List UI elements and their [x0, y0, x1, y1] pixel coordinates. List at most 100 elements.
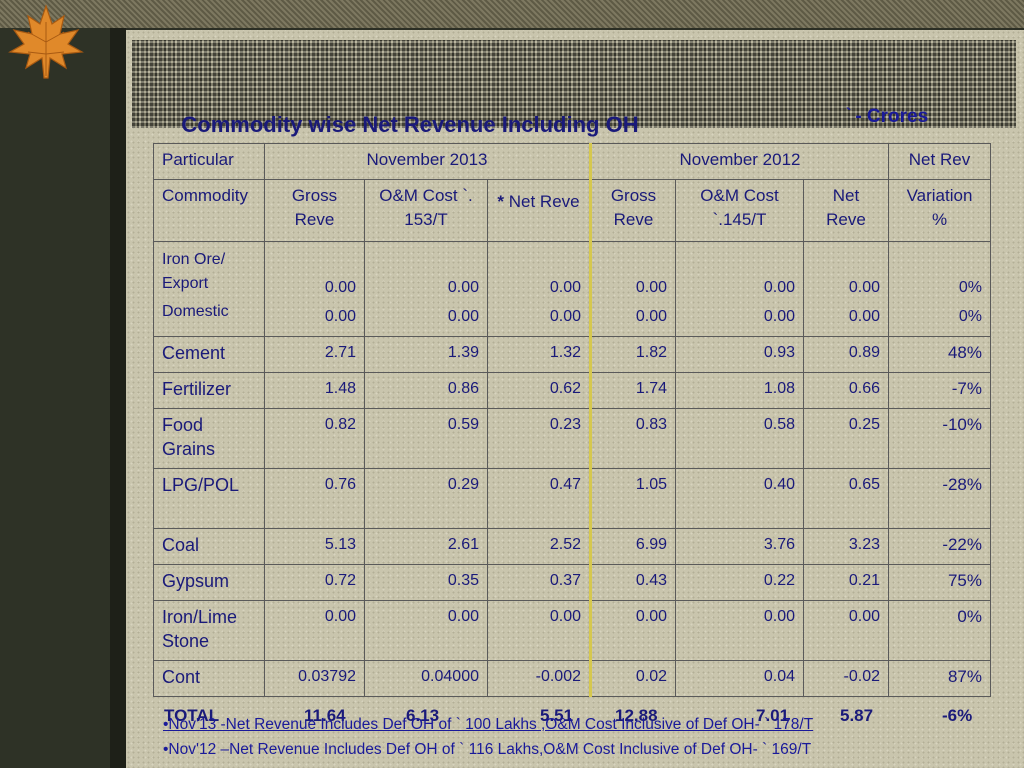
cell-net13: 0.62: [487, 372, 591, 409]
cell-om12: 0.00: [675, 600, 804, 661]
table-row-iron-ore: Iron Ore/ Export Domestic 0.00 0.00 0.00 0…: [153, 241, 991, 337]
cell-gross13: 5.13: [264, 528, 365, 565]
cell-om12: 0.58: [675, 408, 804, 469]
header-row-2: Commodity Gross Reve O&M Cost `. 153/T *…: [153, 179, 991, 242]
header-net-2013: * Net Reve: [487, 179, 591, 242]
table-row: LPG/POL 0.76 0.29 0.47 1.05 0.40 0.65 -2…: [153, 468, 991, 529]
row-label: Cont: [153, 660, 265, 697]
cell-gross12: 1.05: [589, 468, 676, 529]
cell-om13: 1.39: [364, 336, 488, 373]
table-row: Food Grains 0.82 0.59 0.23 0.83 0.58 0.2…: [153, 408, 991, 469]
cell-variation: -22%: [888, 528, 991, 565]
row-label: Cement: [153, 336, 265, 373]
rupee-symbol: `: [846, 106, 852, 123]
header-om-2012: O&M Cost `.145/T: [675, 179, 804, 242]
cell-net12: 0.65: [803, 468, 889, 529]
cell-gross13: 0.72: [264, 564, 365, 601]
row-label: Gypsum: [153, 564, 265, 601]
cell-om12: 0.04: [675, 660, 804, 697]
header-row-1: Particular November 2013 November 2012 N…: [153, 143, 991, 180]
header-commodity: Commodity: [153, 179, 265, 242]
cell-net13: 0.00: [487, 600, 591, 661]
cell-iron-variation: 0% 0%: [888, 241, 991, 337]
row-label: Food Grains: [153, 408, 265, 469]
cell-gross12: 0.43: [589, 564, 676, 601]
row-label: Iron/Lime Stone: [153, 600, 265, 661]
cell-gross12: 6.99: [589, 528, 676, 565]
header-net-2013-text: Net Reve: [504, 192, 580, 211]
row-label: Fertilizer: [153, 372, 265, 409]
total-net12: 5.87: [840, 706, 874, 725]
header-particular: Particular: [153, 143, 265, 180]
cell-net13: 1.32: [487, 336, 591, 373]
header-net-2012: Net Reve: [803, 179, 889, 242]
slide-title: Commodity wise Net Revenue Including OH: [181, 112, 639, 137]
revenue-table: Particular November 2013 November 2012 N…: [153, 143, 991, 697]
cell-iron-gross12: 0.00 0.00: [589, 241, 676, 337]
iron-ore-domestic-label: Domestic: [162, 303, 229, 320]
cell-om13: 0.59: [364, 408, 488, 469]
cell-iron-net12: 0.00 0.00: [803, 241, 889, 337]
cell-gross12: 0.83: [589, 408, 676, 469]
cell-om13: 0.04000: [364, 660, 488, 697]
cell-gross13: 0.76: [264, 468, 365, 529]
cell-gross13: 2.71: [264, 336, 365, 373]
footnote-nov12: •Nov'12 –Net Revenue Includes Def OH of …: [163, 741, 812, 758]
left-side-panel: [0, 28, 110, 768]
cell-om13: 2.61: [364, 528, 488, 565]
table-row: Coal 5.13 2.61 2.52 6.99 3.76 3.23 -22%: [153, 528, 991, 565]
table-row: Gypsum 0.72 0.35 0.37 0.43 0.22 0.21 75%: [153, 564, 991, 601]
maple-leaf-icon: [8, 4, 84, 79]
cell-net12: 0.89: [803, 336, 889, 373]
cell-iron-om13: 0.00 0.00: [364, 241, 488, 337]
cell-gross13: 0.03792: [264, 660, 365, 697]
row-label: Coal: [153, 528, 265, 565]
table-row: Iron/Lime Stone 0.00 0.00 0.00 0.00 0.00…: [153, 600, 991, 661]
cell-net13: -0.002: [487, 660, 591, 697]
cell-variation: 75%: [888, 564, 991, 601]
cell-gross13: 0.00: [264, 600, 365, 661]
total-om13: 6.13: [406, 706, 440, 725]
cell-om13: 0.29: [364, 468, 488, 529]
cell-variation: 48%: [888, 336, 991, 373]
header-variation: Variation %: [888, 179, 991, 242]
table-row: Cement 2.71 1.39 1.32 1.82 0.93 0.89 48%: [153, 336, 991, 373]
unit-label: ` - Crores: [846, 106, 928, 128]
header-nov-2012: November 2012: [589, 143, 889, 180]
header-net-rev: Net Rev: [888, 143, 991, 180]
top-texture-strip: [0, 0, 1024, 28]
left-panel-shadow: [110, 28, 126, 768]
cell-net12: -0.02: [803, 660, 889, 697]
header-gross-2012: Gross Reve: [589, 179, 676, 242]
cell-om12: 0.22: [675, 564, 804, 601]
cell-net12: 0.66: [803, 372, 889, 409]
cell-net12: 0.25: [803, 408, 889, 469]
cell-iron-om12: 0.00 0.00: [675, 241, 804, 337]
iron-ore-export-label: Iron Ore/ Export: [162, 251, 226, 292]
cell-om12: 3.76: [675, 528, 804, 565]
header-om-2013: O&M Cost `. 153/T: [364, 179, 488, 242]
cell-om12: 0.93: [675, 336, 804, 373]
total-om12: 7.01: [756, 706, 790, 725]
cell-net12: 0.21: [803, 564, 889, 601]
header-gross-2013: Gross Reve: [264, 179, 365, 242]
cell-gross13: 0.82: [264, 408, 365, 469]
cell-variation: -10%: [888, 408, 991, 469]
cell-gross12: 0.00: [589, 600, 676, 661]
cell-iron-net13: 0.00 0.00: [487, 241, 591, 337]
total-gross12: 12.88: [615, 706, 658, 725]
cell-om12: 0.40: [675, 468, 804, 529]
cell-net13: 0.47: [487, 468, 591, 529]
cell-net12: 3.23: [803, 528, 889, 565]
cell-gross12: 0.02: [589, 660, 676, 697]
cell-gross12: 1.82: [589, 336, 676, 373]
cell-om12: 1.08: [675, 372, 804, 409]
total-net13: 5.51: [540, 706, 574, 725]
row-label: LPG/POL: [153, 468, 265, 529]
row-label-iron-ore: Iron Ore/ Export Domestic: [153, 241, 265, 337]
cell-gross12: 1.74: [589, 372, 676, 409]
cell-variation: -28%: [888, 468, 991, 529]
table-row: Fertilizer 1.48 0.86 0.62 1.74 1.08 0.66…: [153, 372, 991, 409]
unit-text: - Crores: [855, 106, 929, 127]
slide-header-band: [132, 40, 1016, 128]
